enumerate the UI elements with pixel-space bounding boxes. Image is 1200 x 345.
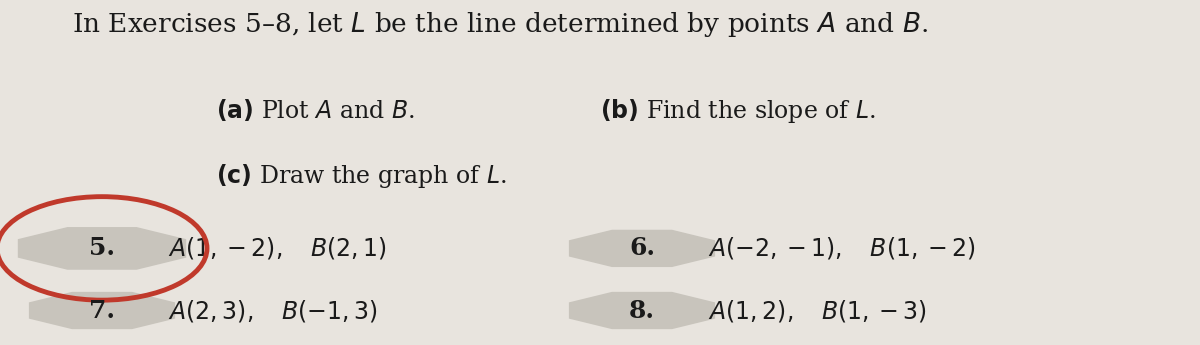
Text: 5.: 5. — [89, 236, 115, 260]
Text: $A(1, 2), \quad B(1, -3)$: $A(1, 2), \quad B(1, -3)$ — [708, 297, 926, 324]
Text: $A(-2, -1), \quad B(1, -2)$: $A(-2, -1), \quad B(1, -2)$ — [708, 235, 976, 262]
Text: 7.: 7. — [89, 298, 115, 323]
Polygon shape — [19, 228, 185, 269]
Text: $A(1, -2), \quad B(2, 1)$: $A(1, -2), \quad B(2, 1)$ — [168, 235, 386, 262]
Text: $\mathbf{(b)}$ Find the slope of $L$.: $\mathbf{(b)}$ Find the slope of $L$. — [600, 97, 876, 125]
Text: $A(2, 3), \quad B(-1, 3)$: $A(2, 3), \quad B(-1, 3)$ — [168, 297, 378, 324]
Text: $\mathbf{(a)}$ Plot $A$ and $B$.: $\mathbf{(a)}$ Plot $A$ and $B$. — [216, 97, 415, 122]
Text: In Exercises 5–8, let $L$ be the line determined by points $A$ and $B$.: In Exercises 5–8, let $L$ be the line de… — [72, 10, 928, 39]
Text: 6.: 6. — [629, 236, 655, 260]
Polygon shape — [30, 293, 174, 328]
Polygon shape — [570, 231, 714, 266]
Text: $\mathbf{(c)}$ Draw the graph of $L$.: $\mathbf{(c)}$ Draw the graph of $L$. — [216, 162, 506, 190]
Polygon shape — [570, 293, 714, 328]
Text: 8.: 8. — [629, 298, 655, 323]
